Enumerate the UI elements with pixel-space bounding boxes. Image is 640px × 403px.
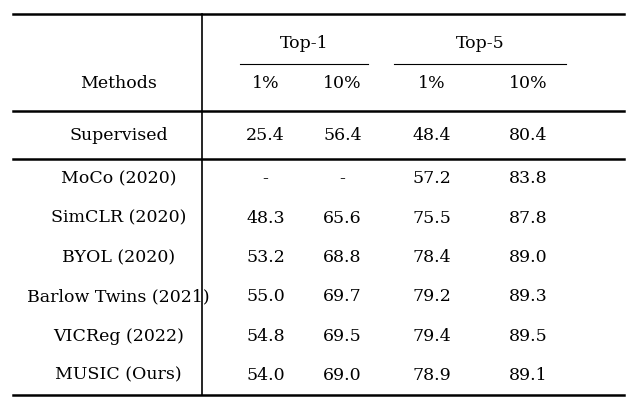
Text: -: - xyxy=(262,170,269,187)
Text: 89.0: 89.0 xyxy=(509,249,547,266)
Text: Barlow Twins (2021): Barlow Twins (2021) xyxy=(27,288,210,305)
Text: 78.9: 78.9 xyxy=(413,367,451,384)
Text: 68.8: 68.8 xyxy=(323,249,362,266)
Text: BYOL (2020): BYOL (2020) xyxy=(62,249,175,266)
Text: 69.0: 69.0 xyxy=(323,367,362,384)
Text: VICReg (2022): VICReg (2022) xyxy=(53,328,184,345)
Text: 79.2: 79.2 xyxy=(413,288,451,305)
Text: 69.7: 69.7 xyxy=(323,288,362,305)
Text: 53.2: 53.2 xyxy=(246,249,285,266)
Text: 10%: 10% xyxy=(323,75,362,92)
Text: Top-1: Top-1 xyxy=(280,35,328,52)
Text: 54.0: 54.0 xyxy=(246,367,285,384)
Text: 25.4: 25.4 xyxy=(246,127,285,143)
Text: 10%: 10% xyxy=(509,75,547,92)
Text: 89.1: 89.1 xyxy=(509,367,547,384)
Text: 69.5: 69.5 xyxy=(323,328,362,345)
Text: MUSIC (Ours): MUSIC (Ours) xyxy=(55,367,182,384)
Text: 55.0: 55.0 xyxy=(246,288,285,305)
Text: 1%: 1% xyxy=(418,75,446,92)
Text: 83.8: 83.8 xyxy=(509,170,547,187)
Text: 1%: 1% xyxy=(252,75,280,92)
Text: 56.4: 56.4 xyxy=(323,127,362,143)
Text: 89.5: 89.5 xyxy=(509,328,547,345)
Text: 48.3: 48.3 xyxy=(246,210,285,226)
Text: Supervised: Supervised xyxy=(69,127,168,143)
Text: 48.4: 48.4 xyxy=(413,127,451,143)
Text: SimCLR (2020): SimCLR (2020) xyxy=(51,210,186,226)
Text: Top-5: Top-5 xyxy=(456,35,504,52)
Text: 87.8: 87.8 xyxy=(509,210,547,226)
Text: 65.6: 65.6 xyxy=(323,210,362,226)
Text: 75.5: 75.5 xyxy=(413,210,451,226)
Text: 89.3: 89.3 xyxy=(509,288,547,305)
Text: 80.4: 80.4 xyxy=(509,127,547,143)
Text: 54.8: 54.8 xyxy=(246,328,285,345)
Text: Methods: Methods xyxy=(80,75,157,92)
Text: 57.2: 57.2 xyxy=(413,170,451,187)
Text: -: - xyxy=(339,170,346,187)
Text: 78.4: 78.4 xyxy=(413,249,451,266)
Text: MoCo (2020): MoCo (2020) xyxy=(61,170,176,187)
Text: 79.4: 79.4 xyxy=(413,328,451,345)
